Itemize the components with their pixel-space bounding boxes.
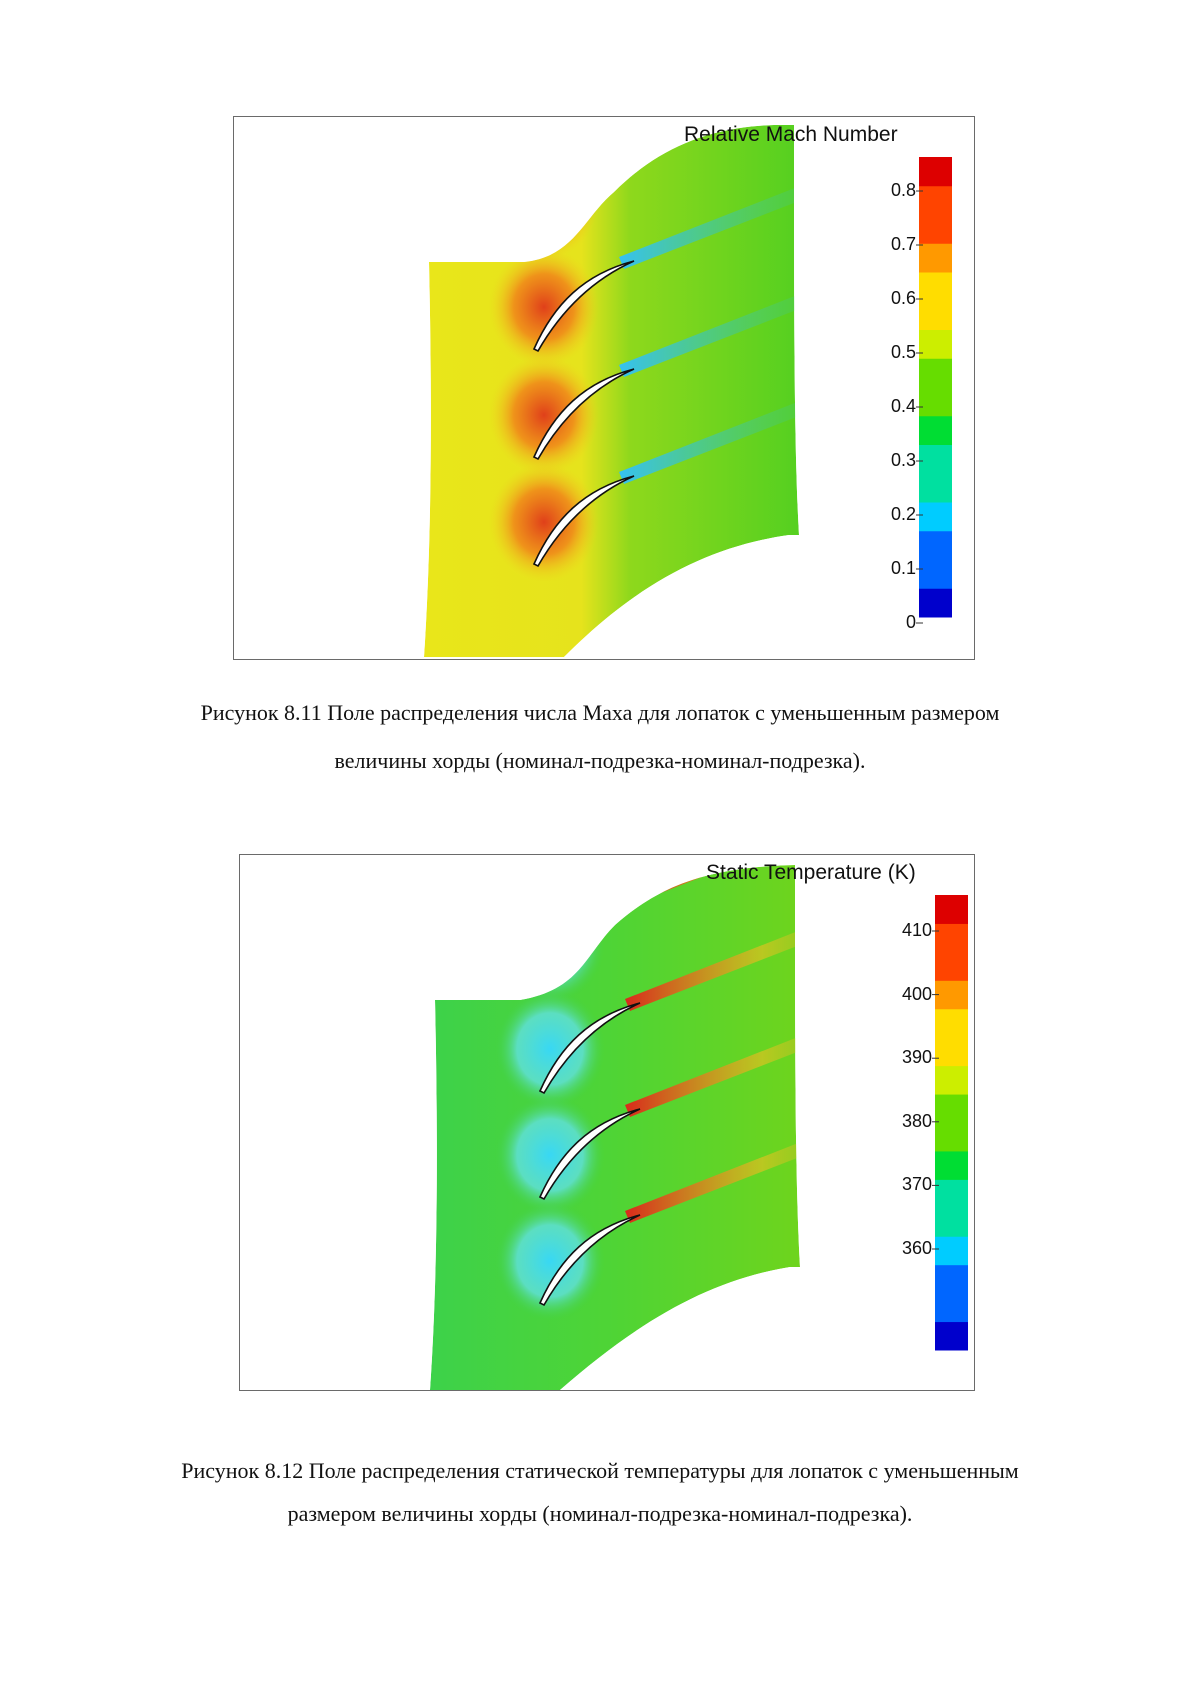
colorbar-band bbox=[935, 1094, 968, 1123]
blade-passage bbox=[489, 257, 799, 475]
blade-passage bbox=[495, 1103, 800, 1321]
blade-airfoil bbox=[538, 1214, 641, 1307]
figure-8-12-caption-line-2: размером величины хорды (номинал-подрезк… bbox=[287, 1501, 913, 1526]
colorbar-band bbox=[935, 1037, 968, 1067]
colorbar-band bbox=[919, 473, 952, 503]
temperature-legend-title: Static Temperature (K) bbox=[706, 861, 916, 884]
colorbar-tick-label: 370 bbox=[901, 1174, 932, 1195]
colorbar-tick-label: 0.5 bbox=[890, 342, 916, 362]
suction-side-region bbox=[495, 883, 605, 1003]
colorbar-band bbox=[935, 951, 968, 981]
blade-passage bbox=[489, 149, 799, 367]
colorbar-band bbox=[935, 980, 968, 1010]
colorbar-band bbox=[919, 358, 952, 388]
colorbar-band bbox=[935, 1293, 968, 1323]
colorbar-band bbox=[919, 243, 952, 273]
blade-airfoil bbox=[532, 475, 635, 568]
colorbar-band bbox=[919, 387, 952, 417]
blade-airfoil bbox=[538, 1108, 641, 1201]
mach-number-contour-figure: Relative Mach Number 0.8 0.7 0.6 0.5 0.4 0.3 0… bbox=[233, 116, 975, 660]
colorbar-band bbox=[919, 502, 952, 532]
colorbar-tick-label: 0.1 bbox=[890, 558, 916, 578]
suction-side-region bbox=[489, 140, 599, 260]
colorbar-band bbox=[935, 1065, 968, 1095]
colorbar-band bbox=[935, 923, 968, 953]
suction-side-region bbox=[489, 247, 599, 367]
colorbar-band bbox=[919, 530, 952, 560]
colorbar-tick-label: 390 bbox=[901, 1047, 932, 1068]
colorbar-tick-label: 410 bbox=[901, 920, 932, 940]
static-temperature-contour-plot bbox=[430, 865, 968, 1390]
suction-side-region bbox=[495, 1201, 605, 1321]
colorbar-band bbox=[919, 329, 952, 359]
blade-passage bbox=[495, 997, 800, 1215]
colorbar-tick-label: 0.2 bbox=[890, 504, 916, 524]
colorbar-band bbox=[919, 214, 952, 244]
mach-legend-title: Relative Mach Number bbox=[684, 123, 898, 146]
colorbar-band bbox=[935, 1150, 968, 1180]
colorbar-band bbox=[919, 272, 952, 302]
colorbar-band bbox=[935, 895, 968, 924]
colorbar-band bbox=[919, 559, 952, 589]
mach-number-contour-plot bbox=[424, 125, 952, 657]
blade-passage bbox=[489, 364, 799, 582]
colorbar-band bbox=[919, 185, 952, 215]
suction-side-region bbox=[495, 989, 605, 1109]
colorbar-tick-label: 0.6 bbox=[890, 288, 916, 308]
figure-8-12-caption-line-1: Рисунок 8.12 Поле распределения статичес… bbox=[181, 1458, 1019, 1483]
colorbar-band bbox=[935, 1008, 968, 1038]
wake-streak bbox=[619, 149, 799, 269]
colorbar-tick-label: 0.7 bbox=[890, 234, 916, 254]
colorbar-band bbox=[935, 1122, 968, 1152]
temperature-flow-domain bbox=[430, 865, 800, 1390]
colorbar-tick-label: 400 bbox=[901, 983, 932, 1004]
blade-airfoil bbox=[532, 368, 635, 461]
blade-airfoil bbox=[532, 260, 635, 353]
blade-airfoil bbox=[538, 1002, 641, 1095]
static-temperature-contour-figure: Static Temperature (K) 410 400 390 380 370 36… bbox=[239, 854, 975, 1391]
colorbar-band bbox=[919, 415, 952, 445]
colorbar-tick-label: 0.3 bbox=[890, 450, 916, 470]
colorbar-band bbox=[935, 1264, 968, 1294]
wake-streak bbox=[625, 997, 800, 1117]
figure-8-11-caption-line-2: величины хорды (номинал-подрезка-номинал… bbox=[334, 748, 866, 773]
colorbar-tick-label: 360 bbox=[901, 1238, 932, 1258]
colorbar-tick-label: 0.4 bbox=[890, 396, 916, 416]
mach-flow-domain bbox=[424, 125, 799, 657]
colorbar-bands bbox=[919, 157, 952, 618]
figure-8-11-caption-line-1: Рисунок 8.11 Поле распределения числа Ма… bbox=[200, 700, 1000, 725]
suction-side-region bbox=[489, 355, 599, 475]
wake-streak bbox=[625, 1103, 800, 1223]
wake-streak bbox=[619, 364, 799, 484]
suction-side-region bbox=[489, 462, 599, 582]
wake-streak bbox=[619, 257, 799, 377]
colorbar-band bbox=[935, 1179, 968, 1209]
colorbar-band bbox=[919, 444, 952, 474]
blade-passage bbox=[495, 891, 800, 1109]
colorbar-tick-label: 0 bbox=[905, 612, 916, 632]
colorbar-band bbox=[919, 300, 952, 330]
suction-side-region bbox=[495, 1095, 605, 1215]
colorbar-band bbox=[919, 157, 952, 187]
colorbar-band bbox=[919, 588, 952, 618]
wake-streak bbox=[625, 891, 800, 1011]
colorbar-tick-label: 380 bbox=[901, 1110, 932, 1131]
colorbar-bands bbox=[935, 895, 968, 1351]
colorbar-tick-label: 0.8 bbox=[890, 180, 916, 200]
colorbar-band bbox=[935, 1236, 968, 1266]
colorbar-band bbox=[935, 1207, 968, 1237]
colorbar-band bbox=[935, 1321, 968, 1351]
